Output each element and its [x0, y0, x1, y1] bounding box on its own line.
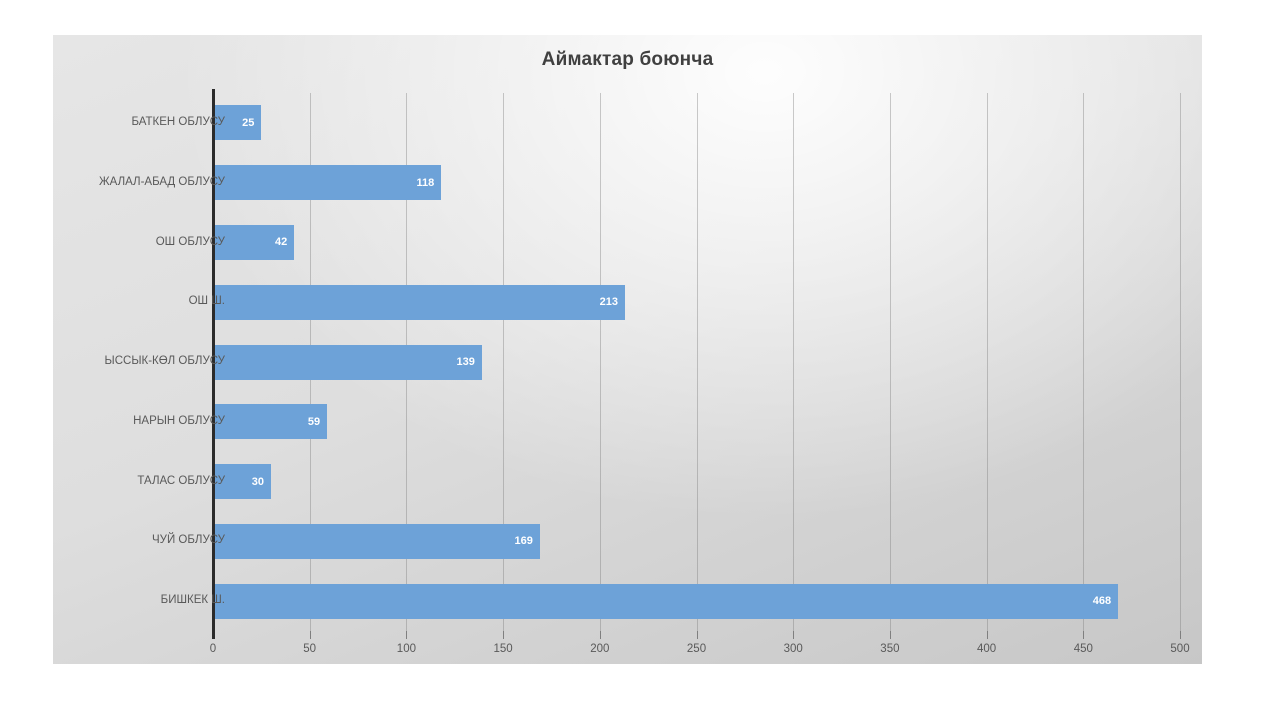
category-label-8: ЧУЙ ОБЛУСУ — [151, 534, 225, 547]
bar-5: 139 — [213, 344, 482, 380]
bar-value-label: 169 — [514, 535, 533, 548]
bar-2: 118 — [213, 165, 442, 201]
chart-panel: Аймактар боюнча 25 118 42 213 139 59 30 169 468 … — [53, 35, 1202, 664]
bar-1: 25 — [213, 105, 262, 141]
x-axis-tick-label: 0 — [209, 643, 217, 655]
category-label-4: ОШ Ш. — [188, 295, 225, 308]
x-axis-tick-label: 400 — [977, 643, 997, 655]
x-axis-tick-label: 250 — [686, 643, 707, 655]
bar-9: 468 — [213, 583, 1119, 619]
tick-mark-50 — [309, 631, 311, 639]
plot-area: 25 118 42 213 139 59 30 169 468 — [212, 89, 1181, 639]
bar-3: 42 — [213, 224, 295, 260]
tick-mark-200 — [599, 631, 601, 639]
gridline-200 — [599, 93, 601, 631]
gridline-300 — [793, 93, 795, 631]
bar-value-label: 59 — [307, 415, 321, 428]
category-label-1: БАТКЕН ОБЛУСУ — [131, 116, 225, 128]
bar-4: 213 — [213, 284, 625, 320]
category-label-2: ЖАЛАЛ-АБАД ОБЛУСУ — [99, 175, 225, 188]
x-axis-tick-label: 200 — [590, 643, 610, 655]
gridline-450 — [1083, 93, 1085, 631]
bar-value-label: 118 — [416, 176, 435, 189]
bar-value-label: 213 — [599, 296, 618, 309]
category-label-9: БИШКЕК Ш. — [160, 594, 225, 607]
category-label-6: НАРЫН ОБЛУСУ — [133, 414, 225, 427]
bar-value-label: 30 — [251, 475, 265, 488]
x-axis-tick-label: 450 — [1073, 643, 1093, 655]
tick-mark-500 — [1180, 631, 1181, 639]
bar-value-label: 139 — [456, 356, 475, 368]
x-axis-tick-label: 300 — [783, 643, 803, 655]
y-axis-line — [212, 89, 215, 639]
bar-value-label: 468 — [1092, 595, 1112, 608]
gridline-350 — [889, 93, 891, 631]
bar-8: 169 — [213, 523, 540, 559]
x-axis-tick-label: 150 — [493, 643, 513, 655]
tick-mark-150 — [503, 631, 505, 639]
tick-mark-250 — [696, 631, 698, 639]
x-axis-tick-label: 50 — [303, 643, 317, 655]
bar-7: 30 — [213, 464, 272, 500]
gridline-150 — [503, 93, 505, 631]
bar-value-label: 42 — [274, 236, 288, 249]
chart-title: Аймактар боюнча — [541, 49, 714, 70]
gridline-500 — [1180, 93, 1181, 631]
tick-mark-300 — [793, 631, 795, 639]
category-label-7: ТАЛАС ОБЛУСУ — [137, 474, 225, 487]
gridline-250 — [696, 93, 698, 631]
bar-value-label: 25 — [242, 116, 255, 129]
bar-6: 59 — [213, 404, 328, 440]
tick-mark-450 — [1083, 631, 1085, 639]
x-axis-tick-label: 500 — [1170, 643, 1190, 655]
x-axis-tick-label: 100 — [396, 643, 416, 655]
tick-mark-350 — [889, 631, 891, 639]
x-axis-tick-label: 350 — [880, 643, 900, 655]
gridline-400 — [986, 93, 988, 631]
category-label-5: ЫССЫК-КӨЛ ОБЛУСУ — [104, 355, 225, 368]
tick-mark-400 — [986, 631, 988, 639]
category-label-3: ОШ ОБЛУСУ — [155, 235, 225, 248]
tick-mark-100 — [406, 631, 408, 639]
